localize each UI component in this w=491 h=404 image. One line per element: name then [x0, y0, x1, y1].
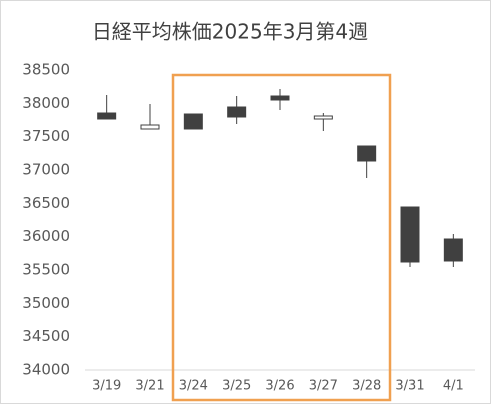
x-tick-label: 3/26: [265, 379, 294, 394]
x-tick-label: 4/1: [443, 379, 464, 394]
y-tick-label: 36000: [22, 227, 70, 245]
x-tick-label: 3/27: [309, 379, 338, 394]
candle-body: [443, 238, 463, 262]
x-tick-label: 3/24: [179, 379, 208, 394]
x-tick-label: 3/25: [222, 379, 251, 394]
candle-body: [140, 124, 160, 130]
candle-body: [97, 112, 117, 120]
candle-body: [313, 115, 333, 120]
x-tick-label: 3/21: [135, 379, 164, 394]
candle-body: [183, 113, 203, 130]
y-tick-label: 35500: [22, 261, 70, 279]
y-tick-label: 36500: [22, 194, 70, 212]
candle-body: [270, 95, 290, 101]
x-tick-label: 3/19: [92, 379, 121, 394]
x-tick-label: 3/31: [395, 379, 424, 394]
candle-body: [357, 145, 377, 162]
chart-title: 日経平均株価2025年3月第4週: [92, 20, 368, 44]
y-tick-label: 35000: [22, 294, 70, 312]
highlight-box: [171, 73, 392, 402]
y-tick-label: 37500: [22, 127, 70, 145]
y-tick-label: 38000: [22, 94, 70, 112]
y-tick-label: 34500: [22, 327, 70, 345]
y-tick-label: 37000: [22, 161, 70, 179]
candle-body: [400, 206, 420, 263]
y-tick-label: 38500: [22, 61, 70, 79]
x-tick-label: 3/28: [352, 379, 381, 394]
candle-body: [227, 106, 247, 118]
y-tick-label: 34000: [22, 361, 70, 379]
